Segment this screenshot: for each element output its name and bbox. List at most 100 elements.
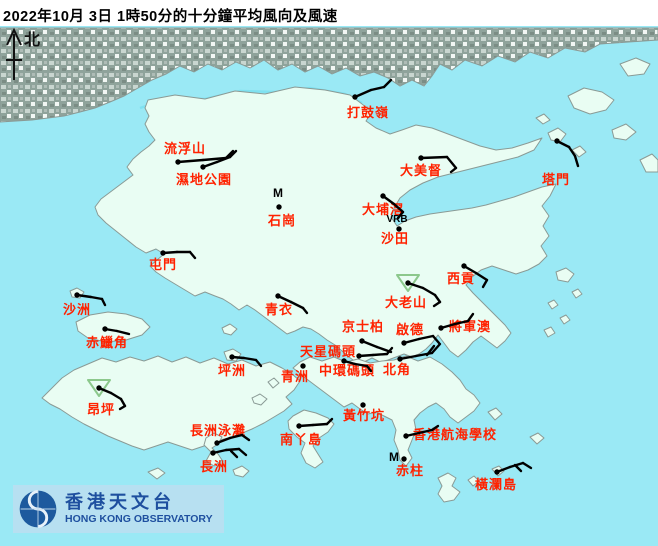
station-dot xyxy=(341,358,347,364)
landmass-ma-wan-islet xyxy=(221,323,238,336)
wind-barb-icon xyxy=(445,155,458,170)
landmass-crooked-island xyxy=(567,87,615,115)
wind-barb-icon xyxy=(365,364,373,373)
hko-logo-text: 香港天文台 HONG KONG OBSERVATORY xyxy=(65,493,213,525)
hko-logo-english: HONG KONG OBSERVATORY xyxy=(65,512,213,525)
wind-barb-icon xyxy=(325,417,334,426)
landmass-kau-sai-chau xyxy=(555,267,575,283)
landmass-kau-yi-chau xyxy=(267,377,280,389)
wind-barb-icon xyxy=(513,463,523,473)
wind-barb-icon xyxy=(237,447,248,457)
wind-barb-icon xyxy=(521,461,533,470)
station-dot xyxy=(494,469,500,475)
wind-barb-icon xyxy=(421,286,437,297)
station-dot xyxy=(352,94,358,100)
station-label: 赤柱 xyxy=(396,463,424,478)
station-label: 將軍澳 xyxy=(449,319,491,334)
station-label: 流浮山 xyxy=(164,141,206,156)
station-label: 塔門 xyxy=(542,172,570,187)
north-arrow-icon: 北 xyxy=(6,27,40,80)
wind-barb-icon xyxy=(573,154,580,168)
hko-logo-chinese: 香港天文台 xyxy=(65,492,175,513)
wind-barb-icon xyxy=(396,210,405,220)
wind-barb-icon xyxy=(353,362,369,368)
station-label: 大埔滘 xyxy=(362,202,404,217)
station-dot xyxy=(401,456,407,462)
station-dot xyxy=(210,450,216,456)
wind-barb-icon xyxy=(109,391,123,401)
station-label: 青衣 xyxy=(265,302,293,317)
station-label: 香港航海學校 xyxy=(412,427,497,442)
wind-barb-icon xyxy=(176,158,205,164)
landmass-ne-islet-2 xyxy=(611,123,637,141)
station-label: 北角 xyxy=(383,362,411,377)
gust-triangle-icon xyxy=(87,379,111,397)
wind-barb-icon xyxy=(89,295,104,301)
wind-barb-icon xyxy=(254,358,263,368)
station-dot xyxy=(200,164,206,170)
landmass-soko-islet xyxy=(147,467,166,480)
station-label: 昂坪 xyxy=(87,402,115,417)
wind-barb-icon xyxy=(449,166,458,174)
map-generated-layer: 打鼓嶺流浮山濕地公園石崗 大埔滘沙田 大美督塔門西貢大老山 屯門沙洲赤鱲角 青衣京士柏啟… xyxy=(0,26,658,546)
wind-barb-icon xyxy=(417,428,434,435)
station-dots-layer xyxy=(74,94,560,475)
station-dot xyxy=(356,353,362,359)
station-label: 啟德 xyxy=(396,322,424,337)
wind-barb-icon xyxy=(474,271,489,282)
station-dot xyxy=(360,402,366,408)
wind-barb-icon xyxy=(382,78,393,89)
hko-logo-icon xyxy=(19,490,57,528)
wind-barb-icon xyxy=(425,344,436,357)
wind-barb-icon xyxy=(417,334,435,341)
station-dot xyxy=(160,250,166,256)
wind-barb-icon xyxy=(118,404,127,411)
wind-barb-icon xyxy=(392,202,405,214)
station-label: 長洲 xyxy=(200,459,228,474)
landmass-wong-wan-islet xyxy=(535,113,551,125)
station-dot xyxy=(401,340,407,346)
wind-barb-icon xyxy=(224,447,241,452)
station-dot xyxy=(296,423,302,429)
wind-barb-icon xyxy=(119,397,127,408)
gust-triangles-layer xyxy=(87,274,420,397)
landmass-hei-ling-chau xyxy=(251,393,268,406)
wind-barb-icon xyxy=(353,88,373,99)
wind-barb-icon xyxy=(242,356,258,362)
station-label: 赤鱲角 xyxy=(86,335,128,350)
station-label: 打鼓嶺 xyxy=(347,105,389,120)
wind-barb-icon xyxy=(453,319,470,326)
wind-barb-icon xyxy=(371,352,389,357)
station-dot xyxy=(461,263,467,269)
station-label: 沙洲 xyxy=(63,302,91,317)
station-dot xyxy=(380,193,386,199)
station-marker-m: M xyxy=(389,450,399,464)
station-label: 沙田 xyxy=(381,231,409,246)
page-title: 2022年10月 3日 1時50分的十分鐘平均風向及風速 xyxy=(3,9,338,25)
station-label: 大美督 xyxy=(400,163,442,178)
station-dot xyxy=(275,293,281,299)
landmass-ne-islet-1 xyxy=(619,57,651,77)
station-dot xyxy=(74,292,80,298)
wind-barb-icon xyxy=(228,149,238,159)
station-dot xyxy=(554,138,560,144)
station-label: 西貢 xyxy=(447,271,475,286)
station-dot xyxy=(96,385,102,391)
landmass-grass-islet xyxy=(571,145,587,158)
wind-barb-icon xyxy=(201,156,228,162)
landmass-po-toi-islet-2 xyxy=(467,475,480,487)
station-dot xyxy=(359,338,365,344)
wind-barb-icon xyxy=(567,145,577,158)
station-label: 坪洲 xyxy=(218,363,246,378)
wind-barb-icon xyxy=(229,449,239,459)
wind-barb-icon xyxy=(115,329,131,336)
station-dot xyxy=(276,204,282,210)
station-label: 濕地公園 xyxy=(176,172,232,187)
station-marker-m: M xyxy=(273,186,283,200)
landmass-po-toi-island xyxy=(437,472,461,503)
landmass-hong-kong-island xyxy=(292,355,481,467)
station-label: 石崗 xyxy=(267,213,296,228)
wind-barb-icon xyxy=(481,278,489,289)
